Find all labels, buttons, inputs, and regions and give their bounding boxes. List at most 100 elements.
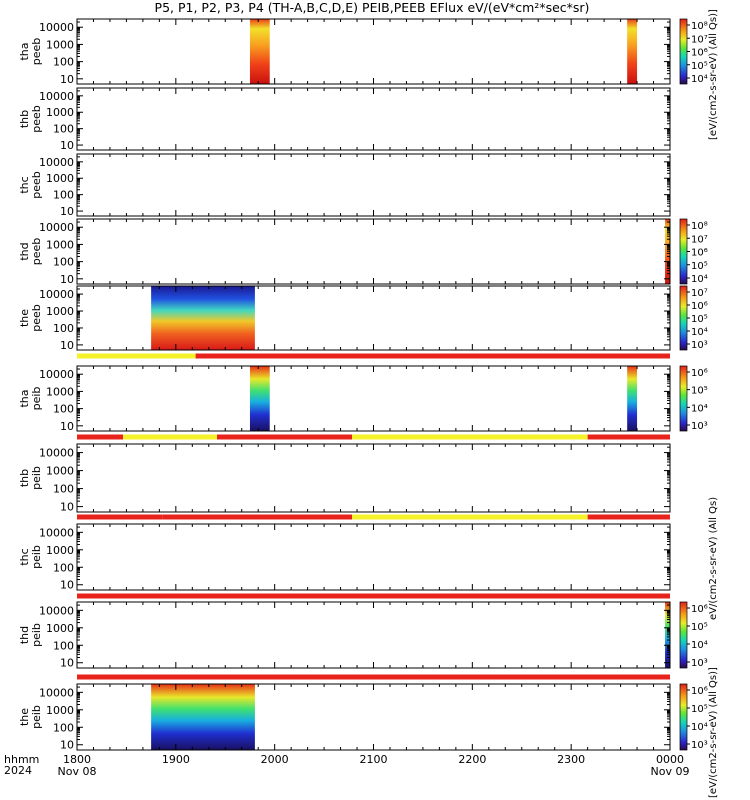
- mode-segment: [162, 514, 318, 520]
- panel-frame: [76, 601, 671, 669]
- panel-thd-peib: 10 100 1000 10000 thd peib: [18, 601, 671, 670]
- x-tick-label: 1900: [162, 753, 190, 766]
- y-tick-label: 1000: [46, 544, 74, 557]
- colorbar-tick-label: 10³: [691, 740, 708, 751]
- y-axis-label-1: the: [18, 708, 31, 726]
- y-tick-label: 10: [60, 657, 74, 670]
- y-tick-label: 1000: [46, 106, 74, 119]
- colorbar-tick-label: 10⁴: [691, 274, 708, 285]
- x-axis-row1-label: hhmm: [4, 753, 39, 766]
- colorbar-tick-label: 10⁵: [691, 386, 708, 397]
- mode-segment: [77, 353, 196, 359]
- y-tick-label: 1000: [46, 172, 74, 185]
- mode-segment: [77, 514, 163, 520]
- colorbar-tick-label: 10⁴: [691, 640, 708, 651]
- y-tick-label: 100: [53, 256, 74, 269]
- y-axis-label-2: peeb: [30, 38, 43, 66]
- colorbar-tick-label: 10⁷: [691, 34, 708, 45]
- colorbar-gradient: [679, 683, 688, 751]
- mode-segment: [587, 434, 670, 440]
- panel-thc-peeb: 10 100 1000 10000 thc peeb: [18, 153, 671, 218]
- colorbar-thd-peeb: 10⁸ 10⁷ 10⁶ 10⁵ 10⁴: [679, 218, 708, 285]
- colorbar-tick-label: 10⁵: [691, 61, 708, 72]
- y-tick-label: 1000: [46, 465, 74, 478]
- y-tick-label: 10: [60, 339, 74, 352]
- colorbar-gradient: [679, 285, 688, 351]
- y-tick-label: 100: [53, 483, 74, 496]
- colorbar-tick-label: 10⁵: [691, 314, 708, 325]
- y-tick-label: 100: [53, 721, 74, 734]
- colorbar-tha-peeb: 10⁸ 10⁷ 10⁶ 10⁵ 10⁴: [679, 18, 708, 85]
- colorbar-gradient: [679, 218, 688, 285]
- panel-frame: [76, 153, 671, 217]
- panel-frame: [76, 443, 671, 513]
- panel-thb-peeb: 10 100 1000 10000 thb peeb: [18, 87, 671, 152]
- colorbar-gradient: [679, 365, 688, 432]
- y-axis-label-1: the: [18, 309, 31, 327]
- x-tick-label: 1800: [63, 753, 91, 766]
- colorbar-tick-label: 10³: [691, 421, 708, 432]
- y-axis-label-1: tha: [18, 42, 31, 60]
- panel-tha-peeb: 10 100 1000 10000 tha peeb: [18, 18, 671, 86]
- mode-segment: [352, 434, 588, 440]
- panel-frame: [76, 87, 671, 151]
- y-tick-label: 10000: [39, 288, 74, 301]
- mode-segment: [77, 434, 124, 440]
- colorbar-tick-label: 10⁸: [691, 221, 708, 232]
- x-tick-label: 2100: [360, 753, 388, 766]
- y-tick-label: 100: [53, 322, 74, 335]
- panel-the-peib: 10 100 1000 10000 the peib: [18, 683, 671, 752]
- y-axis-label-2: peib: [30, 387, 43, 411]
- y-tick-label: 10000: [39, 156, 74, 169]
- colorbar-tick-label: 10⁶: [691, 248, 708, 259]
- colorbar-tick-label: 10⁸: [691, 21, 708, 32]
- mode-bar-3: [77, 514, 670, 520]
- y-axis-label-1: thb: [18, 469, 31, 487]
- y-axis-label-1: thd: [18, 626, 31, 644]
- y-tick-label: 10000: [39, 21, 74, 34]
- colorbar-tick-label: 10⁴: [691, 327, 708, 338]
- y-axis-label-2: peib: [30, 466, 43, 490]
- colorbar-gradient: [679, 601, 688, 669]
- y-tick-label: 100: [53, 189, 74, 202]
- mode-segment: [77, 593, 670, 599]
- y-tick-label: 10000: [39, 686, 74, 699]
- panel-thd-peeb: 10 100 1000 10000 thd peeb: [18, 218, 671, 286]
- y-tick-label: 10000: [39, 526, 74, 539]
- mode-bar-1: [77, 353, 670, 359]
- y-axis-label-2: peeb: [30, 105, 43, 133]
- colorbar-title-bottom: [eV/(cm2-s-sr-eV) (All Qs)]: [708, 667, 719, 798]
- x-axis-row2-label: 2024: [4, 764, 32, 777]
- data-block-1: [249, 366, 270, 431]
- colorbar-tick-label: 10³: [691, 658, 708, 669]
- colorbar-the-peib: 10⁶ 10⁵ 10⁴ 10³: [679, 683, 708, 751]
- y-axis-label-2: peib: [30, 623, 43, 647]
- y-axis-label-2: peeb: [30, 171, 43, 199]
- x-tick-label: 2200: [458, 753, 486, 766]
- panel-the-peeb: 10 100 1000 10000 the peeb: [18, 285, 671, 352]
- x-tick-label: 2300: [557, 753, 585, 766]
- panel-frame: [76, 365, 671, 432]
- y-tick-label: 10: [60, 420, 74, 433]
- y-tick-label: 10: [60, 273, 74, 286]
- y-tick-label: 10000: [39, 604, 74, 617]
- mode-bars-group: [77, 353, 670, 680]
- x-tick-sublabel: Nov 09: [651, 765, 690, 778]
- y-axis-label-1: tha: [18, 389, 31, 407]
- y-tick-label: 10000: [39, 368, 74, 381]
- mode-bar-5: [77, 674, 670, 680]
- y-tick-label: 10000: [39, 90, 74, 103]
- panel-frame: [76, 218, 671, 285]
- y-tick-label: 100: [53, 123, 74, 136]
- x-tick-label: 2000: [261, 753, 289, 766]
- y-axis-label-1: thc: [18, 548, 31, 565]
- y-tick-label: 100: [53, 561, 74, 574]
- colorbar-tick-label: 10⁶: [691, 686, 708, 697]
- colorbar-the-peeb: 10⁷ 10⁶ 10⁵ 10⁴ 10³: [679, 285, 708, 351]
- y-tick-label: 10: [60, 139, 74, 152]
- colorbar-tick-label: 10⁶: [691, 604, 708, 615]
- y-tick-label: 1000: [46, 38, 74, 51]
